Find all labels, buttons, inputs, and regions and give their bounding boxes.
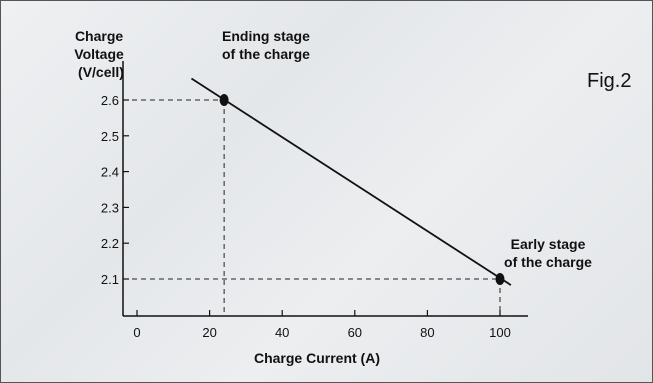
point-annotation: Early stage of the charge [504, 236, 592, 270]
point-annotation-line: of the charge [504, 254, 592, 270]
data-point [495, 273, 505, 285]
y-tick-label: 2.3 [101, 200, 119, 215]
x-tick-label: 80 [420, 325, 434, 340]
point-annotation-line: Early stage [511, 236, 586, 252]
point-annotation-line: of the charge [222, 46, 310, 62]
guide-lines [123, 99, 501, 316]
x-tick-label: 0 [133, 325, 140, 340]
x-tick-label: 20 [202, 325, 216, 340]
y-axis-title-line-1: Charge [75, 28, 123, 44]
voltage-current-line [190, 77, 512, 286]
x-tick-label: 60 [348, 325, 362, 340]
x-tick-label: 100 [489, 325, 511, 340]
ticks: 0 20 40 60 80 100 2.1 2.2 2.3 2.4 2.5 2.6 [101, 93, 511, 340]
y-tick-label: 2.5 [101, 129, 119, 144]
x-tick-label: 40 [275, 325, 289, 340]
y-axis-title-line-2: Voltage [74, 46, 124, 62]
y-tick-label: 2.1 [101, 272, 119, 287]
y-axis-title-line-3: (V/cell) [78, 64, 124, 80]
point-annotation-line: Ending stage [222, 28, 310, 44]
x-axis-title: Charge Current (A) [254, 350, 380, 366]
point-annotation: Ending stage of the charge [222, 28, 310, 62]
annotations: Ending stage of the charge Early stage of t… [222, 28, 592, 270]
series [190, 77, 512, 286]
y-axis-title: Charge Voltage (V/cell) [74, 28, 127, 80]
data-point [219, 94, 229, 106]
y-tick-label: 2.2 [101, 236, 119, 251]
axes [122, 61, 528, 317]
figure-label: Fig.2 [587, 70, 631, 92]
y-tick-label: 2.4 [101, 165, 119, 180]
y-tick-label: 2.6 [101, 93, 119, 108]
